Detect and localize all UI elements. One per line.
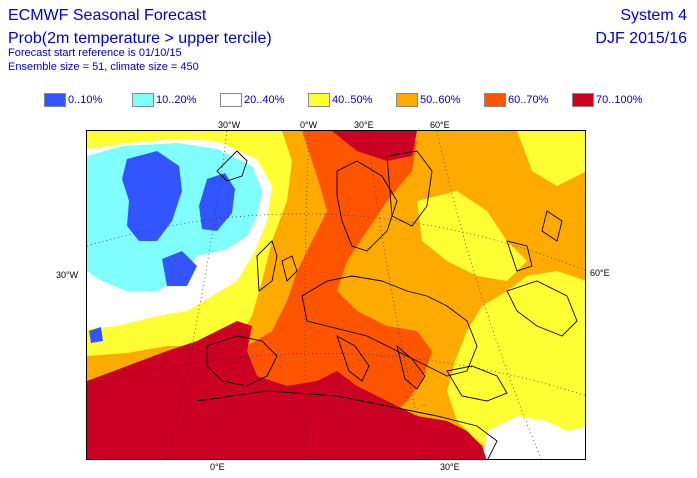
legend-label: 50..60%	[420, 94, 461, 106]
region-0-10-west	[122, 151, 182, 241]
region-70-100-south	[87, 321, 487, 459]
ensemble-size: Ensemble size = 51, climate size = 450	[8, 61, 199, 73]
legend-item: 60..70%	[484, 92, 548, 108]
forecast-start-reference: Forecast start reference is 01/10/15	[8, 47, 182, 59]
legend-swatch	[484, 93, 506, 107]
legend-label: 0..10%	[68, 94, 103, 106]
map-title: ECMWF Seasonal Forecast	[8, 7, 207, 24]
region-40-50-northeast	[517, 131, 585, 186]
legend-swatch	[572, 93, 594, 107]
legend-label: 70..100%	[596, 94, 643, 106]
legend-swatch	[132, 93, 154, 107]
legend: 0..10% 10..20% 20..40% 40..50% 50..60% 6…	[44, 92, 684, 108]
legend-label: 60..70%	[508, 94, 549, 106]
region-0-10-center	[199, 173, 235, 231]
coord-label-top: 0°W	[300, 120, 318, 130]
coord-label-left: 30°W	[56, 270, 79, 280]
region-40-50-scandinavia	[417, 191, 527, 281]
region-70-100-north	[332, 131, 417, 161]
forecast-map-svg	[87, 131, 585, 459]
coord-label-right: 60°E	[590, 268, 610, 278]
legend-label: 10..20%	[156, 94, 197, 106]
coord-label-bottom: 30°E	[440, 462, 460, 472]
legend-swatch	[396, 93, 418, 107]
coord-label-top: 60°E	[430, 120, 450, 130]
region-0-10-small	[89, 327, 103, 343]
legend-item: 40..50%	[308, 92, 372, 108]
legend-item: 70..100%	[572, 92, 642, 108]
legend-label: 40..50%	[332, 94, 373, 106]
legend-item: 50..60%	[396, 92, 460, 108]
map-subtitle: Prob(2m temperature > upper tercile)	[8, 30, 272, 47]
coord-label-top: 30°W	[218, 120, 241, 130]
region-40-50-east	[447, 271, 585, 459]
coastlines	[196, 150, 578, 459]
legend-label: 20..40%	[244, 94, 285, 106]
graticule	[87, 131, 585, 459]
legend-swatch	[220, 93, 242, 107]
region-0-10-south	[162, 251, 197, 286]
season-label: DJF 2015/16	[595, 30, 687, 47]
legend-item: 10..20%	[132, 92, 196, 108]
legend-item: 0..10%	[44, 92, 102, 108]
coord-label-top: 30°E	[354, 120, 374, 130]
region-20-40-southeast	[482, 416, 585, 459]
legend-swatch	[44, 93, 66, 107]
legend-swatch	[308, 93, 330, 107]
legend-item: 20..40%	[220, 92, 284, 108]
system-label: System 4	[620, 7, 687, 24]
region-60-70-central	[227, 131, 432, 441]
forecast-map	[86, 130, 586, 460]
coord-label-bottom: 0°E	[210, 462, 225, 472]
